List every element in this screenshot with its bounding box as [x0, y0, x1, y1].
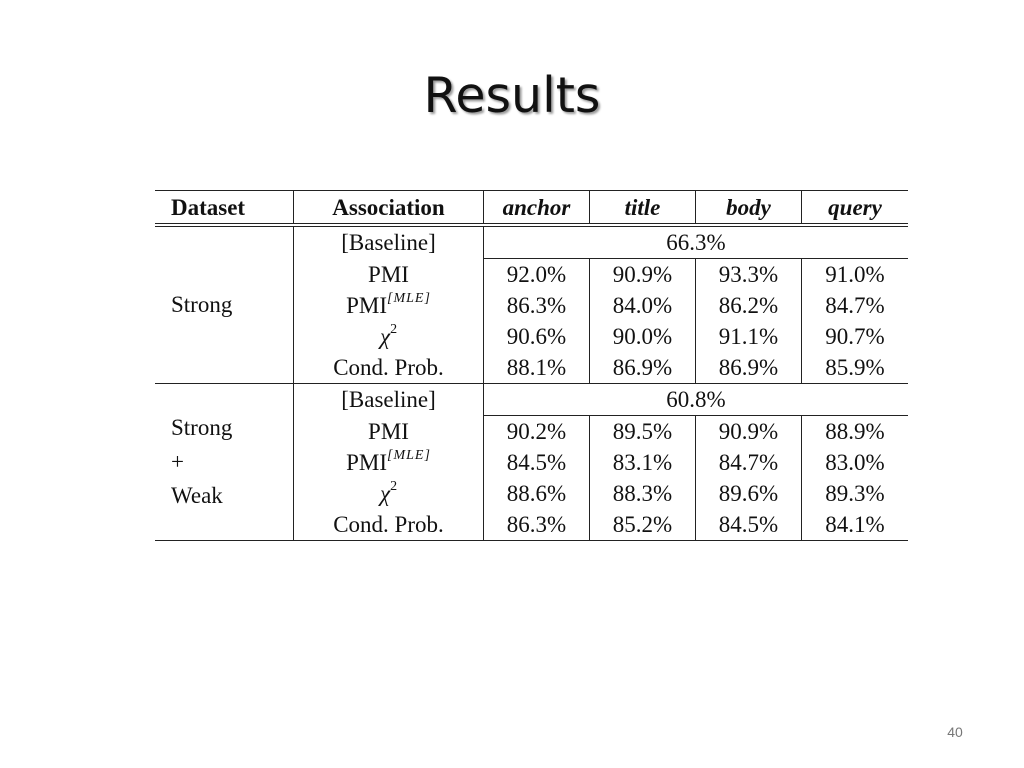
dataset-line: Strong	[171, 292, 233, 317]
value-cell: 84.7%	[695, 447, 802, 478]
association-text: PMI	[346, 293, 387, 318]
table-row: Cond. Prob. 86.3% 85.2% 84.5% 84.1%	[155, 509, 908, 541]
table-row: χ2 90.6% 90.0% 91.1% 90.7%	[155, 321, 908, 352]
value-cell: 90.6%	[483, 321, 590, 352]
association-superscript: 2	[390, 322, 398, 337]
association-cell: [Baseline]	[293, 383, 484, 416]
header-anchor: anchor	[483, 190, 590, 227]
table-row: PMI[MLE] 86.3% 84.0% 86.2% 84.7%	[155, 290, 908, 321]
dataset-lines: Strong + Weak	[171, 411, 293, 513]
value-cell: 90.9%	[589, 258, 696, 290]
value-cell: 88.1%	[483, 352, 590, 384]
value-cell: 90.0%	[589, 321, 696, 352]
value-cell: 88.6%	[483, 478, 590, 509]
value-cell: 85.9%	[801, 352, 908, 384]
slide-number: 40	[947, 724, 963, 740]
association-superscript: [MLE]	[387, 448, 431, 463]
table-row: Cond. Prob. 88.1% 86.9% 86.9% 85.9%	[155, 352, 908, 384]
header-query: query	[801, 190, 908, 227]
value-cell: 86.3%	[483, 290, 590, 321]
dataset-line: +	[171, 449, 184, 474]
association-superscript: 2	[390, 479, 398, 494]
value-cell: 91.1%	[695, 321, 802, 352]
association-text: χ	[379, 481, 391, 506]
value-cell: 88.9%	[825, 419, 885, 444]
value-cell: 89.3%	[825, 481, 885, 506]
association-text: χ	[379, 324, 391, 349]
value-cell: 89.5%	[589, 415, 696, 447]
association-cell: PMI	[293, 258, 484, 290]
table-row: PMI[MLE] 84.5% 83.1% 84.7% 83.0%	[155, 447, 908, 478]
value-cell: 91.0%	[825, 262, 885, 287]
header-dataset: Dataset	[155, 190, 294, 227]
table-row: PMI 92.0% 90.9% 93.3% 91.0%	[155, 258, 908, 290]
table-row: Strong [Baseline] 66.3%	[155, 225, 908, 384]
association-cell: [Baseline]	[293, 225, 484, 259]
value-cell: 92.0%	[483, 258, 590, 290]
table-row: χ2 88.6% 88.3% 89.6% 89.3%	[155, 478, 908, 509]
value-cell: 85.2%	[589, 509, 696, 541]
value-cell: 84.5%	[695, 509, 802, 541]
value-cell: 86.9%	[589, 352, 696, 384]
baseline-value: 60.8%	[483, 383, 908, 416]
dataset-line: Strong	[171, 415, 233, 440]
association-text: PMI	[346, 450, 387, 475]
table-row: Strong + Weak [Baseline] 60.8%	[155, 383, 908, 541]
association-cell: Cond. Prob.	[293, 509, 484, 541]
value-cell: 84.0%	[589, 290, 696, 321]
value-cell: 84.1%	[801, 509, 908, 541]
header-body: body	[695, 190, 802, 227]
value-cell: 83.1%	[589, 447, 696, 478]
value-cell: 90.9%	[695, 415, 802, 447]
dataset-lines: Strong	[171, 288, 293, 322]
value-cell: 83.0%	[825, 450, 885, 475]
dataset-label: Strong + Weak	[155, 383, 294, 541]
value-cell: 84.5%	[483, 447, 590, 478]
association-cell: Cond. Prob.	[293, 352, 484, 384]
value-cell: 89.6%	[695, 478, 802, 509]
header-title: title	[589, 190, 696, 227]
association-cell: χ2	[293, 321, 484, 352]
association-cell: PMI	[293, 415, 484, 447]
association-cell: PMI[MLE]	[293, 290, 484, 321]
association-cell: χ2	[293, 478, 484, 509]
table-header-row: Dataset Association anchor title body qu…	[155, 190, 908, 227]
value-cell: 84.7%	[825, 293, 885, 318]
value-cell: 93.3%	[695, 258, 802, 290]
baseline-value: 66.3%	[483, 225, 908, 259]
association-cell: PMI[MLE]	[293, 447, 484, 478]
table-row: PMI 90.2% 89.5% 90.9% 88.9%	[155, 415, 908, 447]
value-cell: 86.9%	[695, 352, 802, 384]
value-cell: 90.2%	[483, 415, 590, 447]
dataset-label: Strong	[155, 225, 294, 384]
association-superscript: [MLE]	[387, 291, 431, 306]
value-cell: 86.3%	[483, 509, 590, 541]
results-table: Dataset Association anchor title body qu…	[155, 190, 908, 541]
value-cell: 86.2%	[695, 290, 802, 321]
value-cell: 90.7%	[825, 324, 885, 349]
value-cell: 88.3%	[589, 478, 696, 509]
header-association: Association	[293, 190, 484, 227]
slide-title: Results	[423, 67, 601, 124]
dataset-line: Weak	[171, 483, 223, 508]
